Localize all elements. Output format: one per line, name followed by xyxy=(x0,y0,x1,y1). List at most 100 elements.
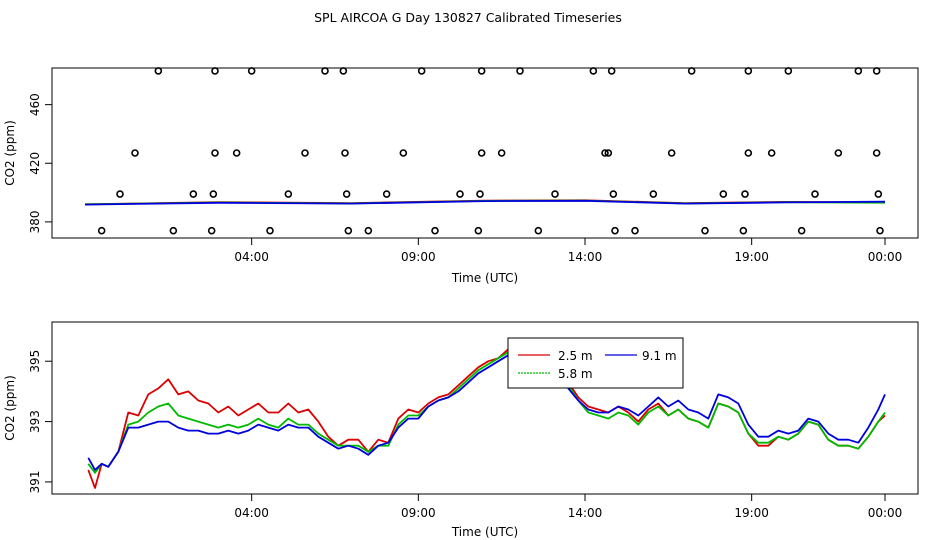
legend-label-9.1m: 9.1 m xyxy=(642,349,677,363)
calibration-point xyxy=(767,149,776,157)
calibration-point xyxy=(97,226,106,235)
calibration-point xyxy=(321,67,329,75)
calibration-point xyxy=(497,149,506,157)
x-axis-label: Time (UTC) xyxy=(451,525,518,539)
series-line-91m xyxy=(84,199,886,206)
calibration-point xyxy=(266,226,274,235)
calibration-point xyxy=(284,190,293,198)
y-axis-label: CO2 (ppm) xyxy=(3,120,17,186)
x-tick-label: 09:00 xyxy=(401,506,436,520)
figure-title: SPL AIRCOA G Day 130827 Calibrated Times… xyxy=(314,10,622,25)
legend: 2.5 m 9.1 m 5.8 m xyxy=(507,337,684,389)
x-tick-label: 09:00 xyxy=(401,250,436,264)
axes: 04:00 09:00 14:00 19:00 00:00 391 393 395 xyxy=(28,350,902,520)
calibration-point xyxy=(339,67,348,75)
calibration-point xyxy=(604,149,613,157)
x-tick-label: 04:00 xyxy=(234,250,269,264)
calibration-point xyxy=(247,67,256,75)
calibration-point xyxy=(811,190,819,198)
calibration-point xyxy=(872,149,881,157)
calibration-point xyxy=(741,190,749,198)
calibration-point xyxy=(874,190,883,198)
series-line-25m xyxy=(87,345,886,489)
y-axis-label: CO2 (ppm) xyxy=(3,375,17,441)
series-line-91m xyxy=(87,351,886,471)
calibration-point xyxy=(739,226,748,235)
calibration-point xyxy=(607,67,616,75)
calibration-point xyxy=(301,149,309,157)
x-tick-label: 00:00 xyxy=(868,506,903,520)
calibration-point xyxy=(854,67,863,75)
calibration-point xyxy=(609,190,618,198)
x-tick-label: 04:00 xyxy=(234,506,269,520)
y-tick-label: 395 xyxy=(28,350,42,373)
calibration-point xyxy=(476,190,484,198)
y-tick-label: 393 xyxy=(28,410,42,433)
x-tick-label: 00:00 xyxy=(868,250,903,264)
calibration-point xyxy=(534,226,543,235)
calibration-point xyxy=(797,226,806,235)
legend-box xyxy=(507,337,684,389)
calibration-point xyxy=(744,67,753,75)
calibration-point xyxy=(209,190,218,198)
calibration-point xyxy=(341,149,349,157)
y-tick-label: 420 xyxy=(28,152,42,175)
calibration-point xyxy=(477,149,486,157)
calibration-point xyxy=(611,226,619,235)
calibration-point xyxy=(589,67,598,75)
calibration-point xyxy=(456,190,464,198)
calibration-point xyxy=(601,149,609,157)
calibration-point xyxy=(687,67,696,75)
calibration-point xyxy=(154,67,163,75)
calibration-point xyxy=(649,190,658,198)
calibration-point xyxy=(207,226,216,235)
calibration-point xyxy=(169,226,178,235)
calibration-point xyxy=(116,190,124,198)
x-tick-label: 14:00 xyxy=(568,506,603,520)
calibration-point xyxy=(232,149,241,157)
calibration-point xyxy=(364,226,373,235)
series-lines xyxy=(84,199,886,206)
calibration-point xyxy=(631,226,639,235)
calibration-point xyxy=(667,149,676,157)
calibration-point xyxy=(744,149,753,157)
x-tick-label: 19:00 xyxy=(734,250,769,264)
calibration-point xyxy=(876,226,884,235)
calibration-point xyxy=(399,149,408,157)
plot-frame xyxy=(51,67,919,239)
y-tick-label: 380 xyxy=(28,210,42,233)
legend-label-2.5m: 2.5 m xyxy=(558,349,593,363)
calibration-point xyxy=(701,226,709,235)
legend-label-5.8m: 5.8 m xyxy=(558,367,593,381)
calibrated-timeseries-plot: 04:00 09:00 14:00 19:00 00:00 380 420 460 Time … xyxy=(3,67,919,285)
x-axis-label: Time (UTC) xyxy=(451,271,518,285)
calibration-point xyxy=(344,226,353,235)
calibration-point xyxy=(784,67,793,75)
series-line-58m xyxy=(87,348,886,474)
calibration-point xyxy=(342,190,351,198)
calibration-point xyxy=(431,226,439,235)
calibration-point xyxy=(474,226,483,235)
calibration-point xyxy=(211,149,219,157)
calibration-point xyxy=(131,149,139,157)
calibration-points xyxy=(97,67,884,235)
calibration-point xyxy=(211,67,219,75)
series-lines xyxy=(87,345,886,489)
calibration-point xyxy=(872,67,881,75)
x-tick-label: 14:00 xyxy=(568,250,603,264)
axes: 04:00 09:00 14:00 19:00 00:00 380 420 460 xyxy=(28,93,902,264)
calibration-point xyxy=(382,190,391,198)
calibration-point xyxy=(834,149,843,157)
y-tick-label: 460 xyxy=(28,93,42,116)
calibration-point xyxy=(189,190,198,198)
plot-frame xyxy=(51,321,919,495)
calibration-point xyxy=(551,190,559,198)
calibration-point xyxy=(477,67,486,75)
co2-height-timeseries-plot: 04:00 09:00 14:00 19:00 00:00 391 393 395 2.5 m… xyxy=(3,321,919,539)
y-tick-label: 391 xyxy=(28,470,42,493)
calibration-point xyxy=(719,190,728,198)
calibration-point xyxy=(417,67,426,75)
calibration-point xyxy=(516,67,524,75)
x-tick-label: 19:00 xyxy=(734,506,769,520)
